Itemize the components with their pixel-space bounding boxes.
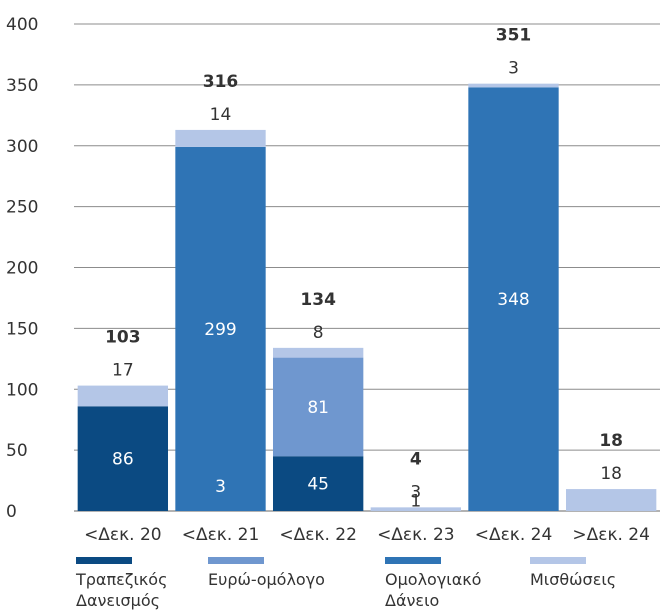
legend-label: Τραπεζικός — [75, 570, 167, 589]
data-label: 3 — [508, 59, 519, 79]
total-label: 103 — [105, 328, 141, 348]
bar-segment — [175, 146, 266, 511]
x-tick-label: <Δεκ. 24 — [475, 525, 553, 545]
legend-swatch — [530, 557, 586, 564]
bar-segment — [468, 83, 559, 88]
bar-segment — [565, 489, 657, 511]
y-tick-label: 400 — [6, 15, 38, 35]
legend-label: Ομολογιακό — [385, 570, 481, 589]
data-label: 18 — [600, 464, 622, 484]
bar-segment — [175, 129, 266, 147]
y-tick-label: 300 — [6, 137, 38, 157]
total-label: 4 — [410, 449, 422, 469]
legend-swatch — [208, 557, 264, 564]
y-tick-label: 150 — [6, 319, 38, 339]
y-tick-label: 350 — [6, 76, 38, 96]
bar-segment — [468, 87, 559, 511]
x-tick-label: <Δεκ. 21 — [182, 525, 260, 545]
total-label: 134 — [300, 290, 336, 310]
total-label: 351 — [496, 26, 532, 46]
legend-swatch — [385, 557, 441, 564]
bar-segment — [77, 406, 169, 511]
bar-segment — [272, 357, 364, 457]
legend-label: Ευρώ-ομόλογο — [208, 570, 325, 589]
bar-segment — [370, 507, 462, 511]
legend-label: Μισθώσεις — [530, 570, 616, 589]
data-label: 3 — [215, 477, 226, 497]
total-label: 316 — [203, 72, 239, 92]
y-tick-label: 0 — [6, 502, 17, 522]
data-label: 45 — [307, 475, 329, 495]
legend-swatch — [76, 557, 132, 564]
data-label: 8 — [313, 323, 324, 343]
legend-label: Δανεισμός — [76, 591, 160, 610]
bar-segment — [272, 456, 364, 511]
y-tick-label: 200 — [6, 259, 38, 279]
x-tick-label: >Δεκ. 24 — [572, 525, 650, 545]
total-label: 18 — [599, 431, 623, 451]
legend-label: Δάνειο — [385, 591, 439, 610]
y-tick-label: 50 — [6, 441, 28, 461]
data-label: 86 — [112, 450, 134, 470]
bar-segment — [77, 385, 169, 407]
y-tick-label: 250 — [6, 198, 38, 218]
data-label: 348 — [497, 290, 529, 310]
data-label: 3 — [410, 482, 421, 502]
data-label: 81 — [307, 398, 329, 418]
x-tick-label: <Δεκ. 23 — [377, 525, 455, 545]
data-label: 1 — [410, 491, 421, 511]
data-label: 14 — [210, 105, 232, 125]
x-tick-label: <Δεκ. 20 — [84, 525, 162, 545]
y-tick-label: 100 — [6, 380, 38, 400]
bar-segment — [272, 347, 364, 358]
data-label: 17 — [112, 361, 134, 381]
data-label: 299 — [204, 320, 236, 340]
x-tick-label: <Δεκ. 22 — [279, 525, 357, 545]
